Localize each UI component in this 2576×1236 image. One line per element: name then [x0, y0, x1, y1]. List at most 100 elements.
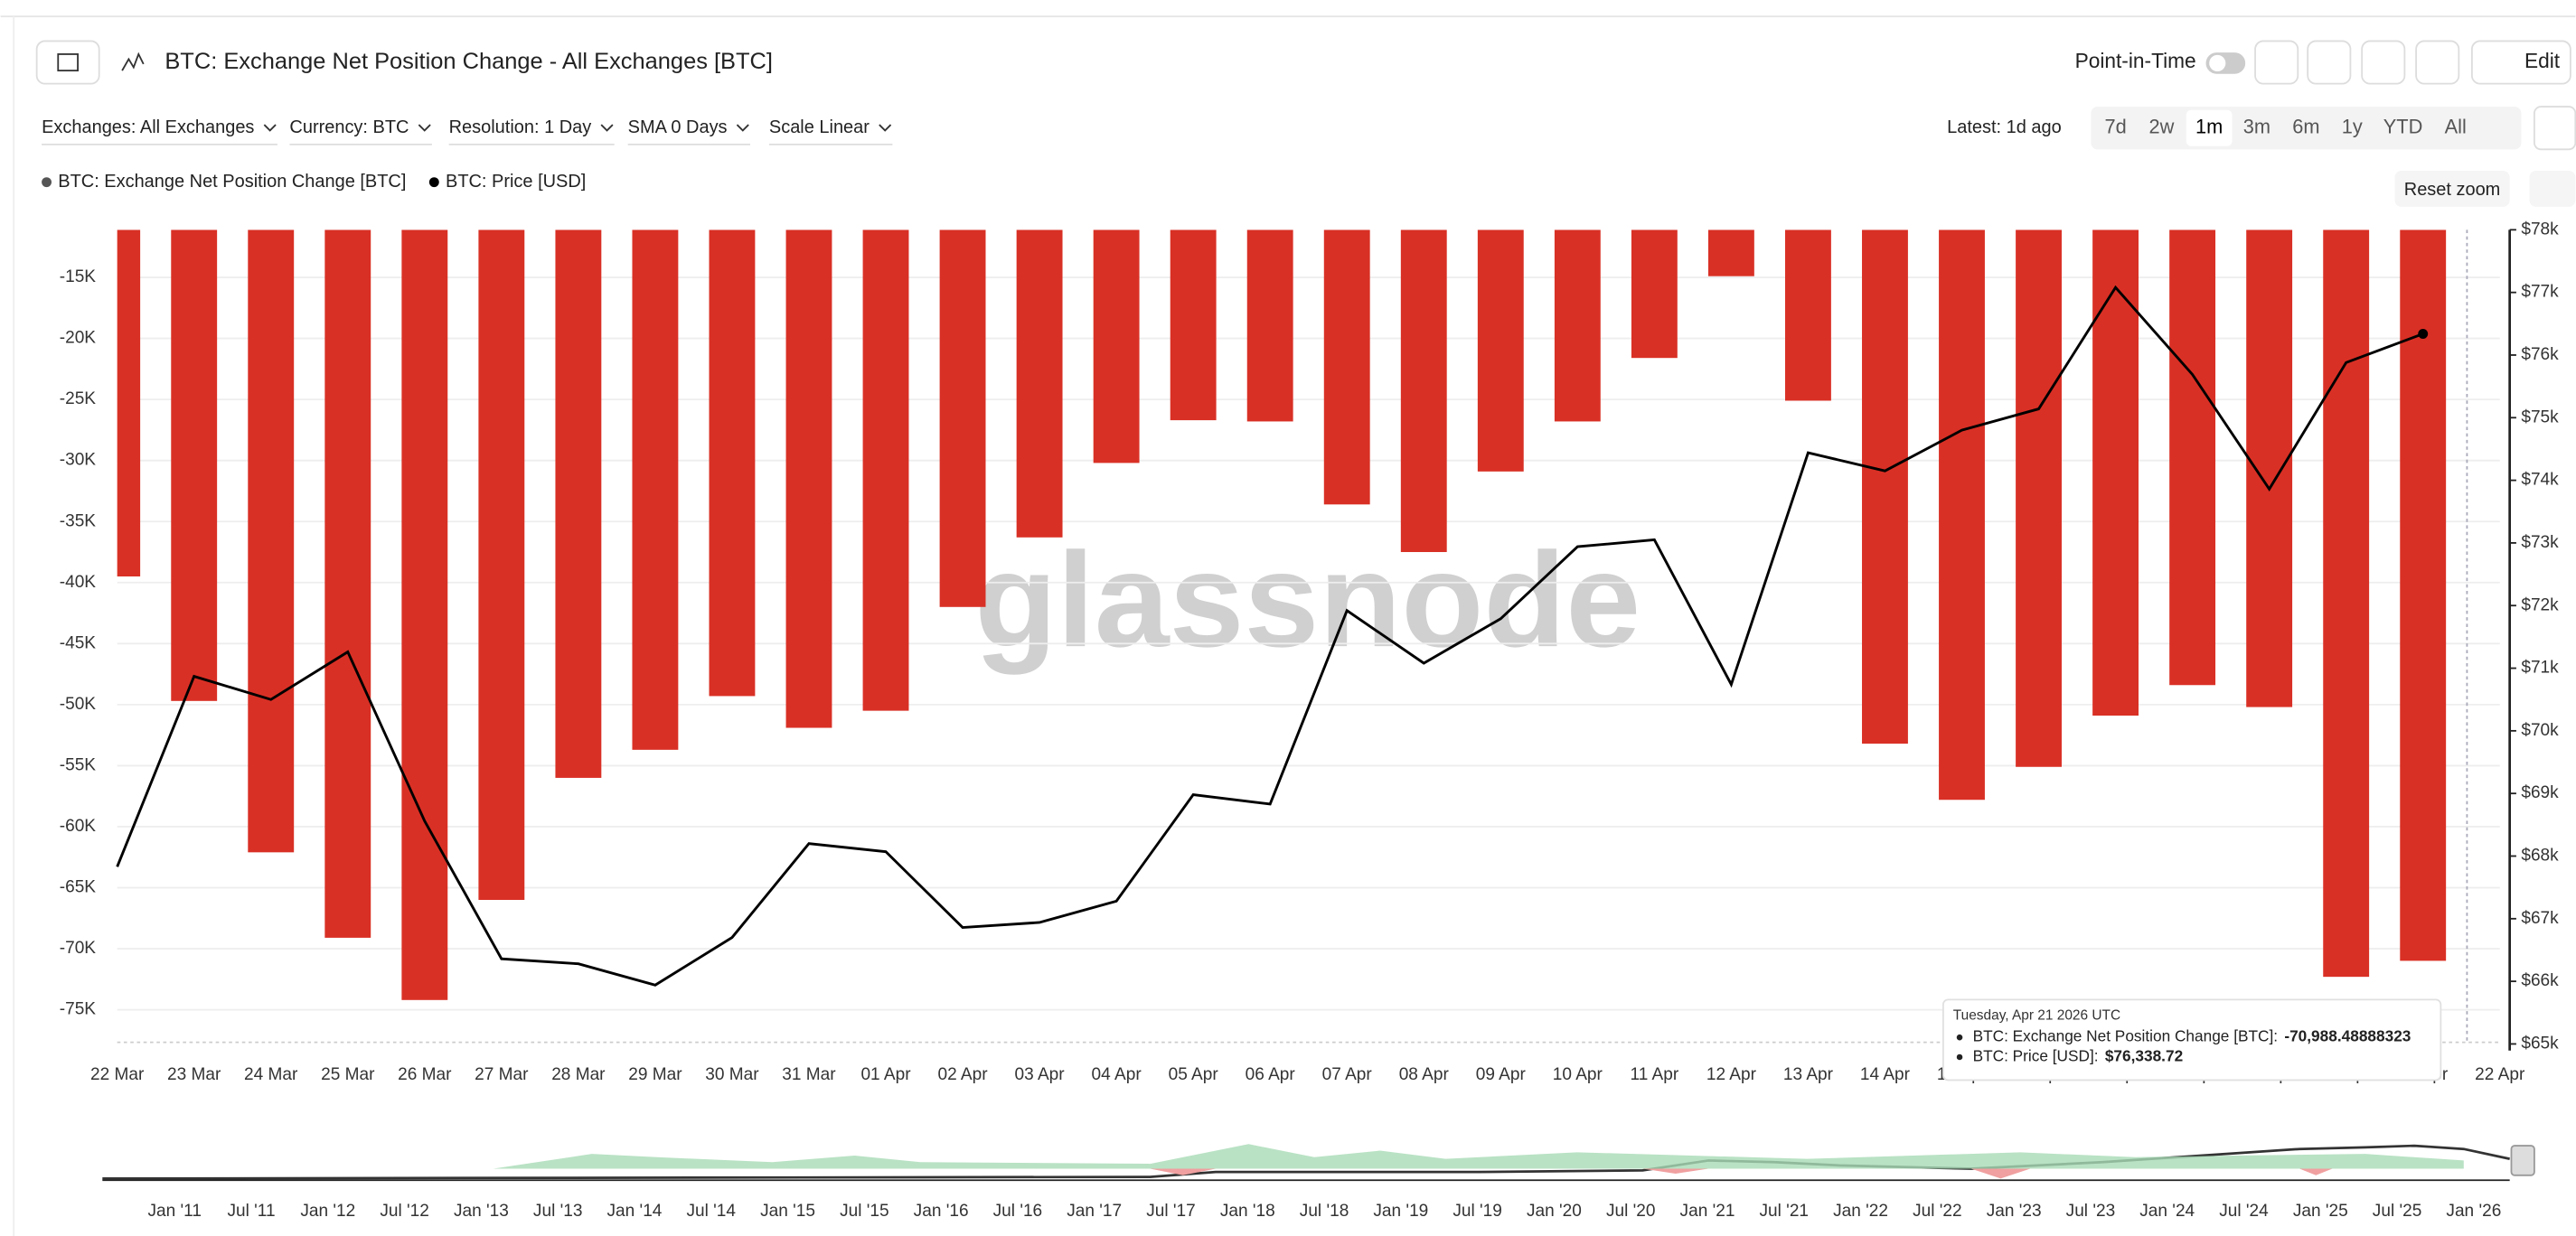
x-tick-label: 14 Apr	[1860, 1065, 1911, 1084]
y-tick-label: -30K	[60, 451, 97, 470]
edit-button[interactable]	[2470, 40, 2571, 85]
legend-marker	[428, 177, 439, 188]
y-tick-label: -15K	[60, 267, 97, 286]
range-button[interactable]: 7d	[2105, 115, 2127, 137]
navigator-label: Jul '14	[687, 1202, 737, 1221]
reset-zoom-button[interactable]	[2394, 170, 2510, 207]
y-tick-label: -25K	[60, 389, 97, 408]
dropdown-caret	[736, 124, 749, 132]
y2-tick-label: $76k	[2521, 345, 2559, 364]
navigator-label: Jul '13	[533, 1202, 583, 1221]
navigator-label: Jul '23	[2066, 1202, 2116, 1221]
y2-tick-label: $68k	[2521, 847, 2559, 866]
edit-label: Edit	[2524, 49, 2561, 72]
legend: BTC: Exchange Net Position Change [BTC] B…	[42, 172, 586, 192]
x-tick-label: 30 Mar	[705, 1065, 759, 1084]
filter-dropdown[interactable]: Currency: BTC	[289, 117, 409, 137]
tooltip: Tuesday, Apr 21 2026 UTC BTC: Exchange Ne…	[1941, 998, 2442, 1082]
navigator-label: Jan '20	[1527, 1202, 1582, 1221]
y2-tick-label: $72k	[2521, 595, 2559, 614]
y2-tick-label: $74k	[2521, 471, 2559, 490]
range-button[interactable]: All	[2445, 115, 2467, 137]
tooltip-value: $76,338.72	[2105, 1047, 2183, 1065]
bar	[1246, 229, 1293, 422]
alert-button[interactable]	[2307, 40, 2352, 85]
camera-button[interactable]	[2529, 170, 2576, 207]
legend-label[interactable]: BTC: Exchange Net Position Change [BTC]	[58, 172, 406, 192]
navigator-label: Jul '11	[227, 1202, 275, 1221]
navigator-label: Jan '17	[1067, 1202, 1122, 1221]
filter-dropdown[interactable]: Resolution: 1 Day	[449, 117, 592, 137]
navigator-label: Jan '18	[1220, 1202, 1275, 1221]
range-button[interactable]: 1m	[2195, 115, 2223, 137]
bar	[1477, 229, 1524, 472]
range-button[interactable]: 1y	[2342, 115, 2363, 137]
x-tick-label: 07 Apr	[1322, 1065, 1373, 1084]
sidebar-toggle[interactable]	[35, 40, 100, 85]
bar	[2092, 229, 2139, 716]
y2-tick-label: $71k	[2521, 659, 2559, 678]
pit-label: Point-in-Time	[2075, 49, 2196, 72]
legend-label[interactable]: BTC: Price [USD]	[446, 172, 586, 192]
y-tick-label: -50K	[60, 695, 97, 714]
tooltip-date: Tuesday, Apr 21 2026 UTC	[1953, 1008, 2120, 1024]
x-tick-label: 02 Apr	[937, 1065, 988, 1084]
bar	[324, 229, 371, 938]
bar	[1631, 229, 1678, 359]
range-button[interactable]: 2w	[2149, 115, 2175, 137]
y2-tick-label: $69k	[2521, 783, 2559, 802]
filter-dropdown[interactable]: Exchanges: All Exchanges	[42, 117, 254, 137]
watermark: glassnode	[974, 524, 1641, 675]
dropdown-caret	[879, 124, 892, 132]
y-tick-label: -70K	[60, 939, 97, 958]
navigator-label: Jan '26	[2446, 1202, 2501, 1221]
navigator-label: Jan '16	[914, 1202, 969, 1221]
x-tick-label: 23 Mar	[167, 1065, 221, 1084]
navigator-label: Jul '15	[840, 1202, 889, 1221]
x-tick-label: 05 Apr	[1169, 1065, 1219, 1084]
navigator-label: Jan '23	[1987, 1202, 2042, 1221]
x-tick-label: 13 Apr	[1783, 1065, 1834, 1084]
latest-label: Latest: 1d ago	[1947, 117, 2062, 137]
copy-button[interactable]	[2415, 40, 2460, 85]
range-button[interactable]: 3m	[2243, 115, 2270, 137]
legend-marker	[42, 177, 52, 188]
navigator-label: Jan '11	[148, 1202, 202, 1221]
navigator-handle[interactable]	[2510, 1145, 2535, 1176]
bar	[1016, 229, 1063, 538]
filter-dropdown[interactable]: SMA 0 Days	[628, 117, 728, 137]
calendar-button[interactable]	[2533, 106, 2576, 151]
x-tick-label: 26 Mar	[398, 1065, 452, 1084]
tooltip-value: -70,988.48888323	[2284, 1027, 2411, 1045]
x-tick-label: 24 Mar	[244, 1065, 298, 1084]
navigator-label: Jan '24	[2139, 1202, 2195, 1221]
bar	[1785, 229, 1831, 401]
bar	[1939, 229, 1985, 801]
star-button[interactable]	[2254, 40, 2299, 85]
dropdown-caret	[600, 124, 614, 132]
y-tick-label: -75K	[60, 1000, 97, 1019]
filter-dropdown[interactable]: Scale Linear	[769, 117, 870, 137]
navigator-label: Jul '16	[993, 1202, 1043, 1221]
hover-point	[2418, 329, 2429, 339]
y2-tick-label: $66k	[2521, 971, 2559, 990]
x-tick-label: 27 Mar	[475, 1065, 529, 1084]
x-tick-label: 31 Mar	[782, 1065, 836, 1084]
range-button[interactable]: YTD	[2383, 115, 2423, 137]
bar	[1554, 229, 1601, 422]
share-button[interactable]	[2361, 40, 2406, 85]
range-button[interactable]: 6m	[2292, 115, 2319, 137]
bar	[1707, 229, 1754, 276]
y2-tick-label: $73k	[2521, 533, 2559, 552]
x-tick-label: 01 Apr	[860, 1065, 911, 1084]
navigator-label: Jan '15	[760, 1202, 815, 1221]
tooltip-bullet	[1956, 1053, 1963, 1061]
bar	[478, 229, 525, 901]
y2-tick-label: $78k	[2521, 220, 2559, 239]
navigator-label: Jan '21	[1680, 1202, 1735, 1221]
chart-title: BTC: Exchange Net Position Change - All …	[165, 49, 773, 74]
tooltip-label: BTC: Exchange Net Position Change [BTC]:	[1973, 1027, 2279, 1045]
x-tick-label: 03 Apr	[1015, 1065, 1066, 1084]
navigator-positive	[493, 1144, 2464, 1169]
navigator-label: Jul '25	[2373, 1202, 2422, 1221]
